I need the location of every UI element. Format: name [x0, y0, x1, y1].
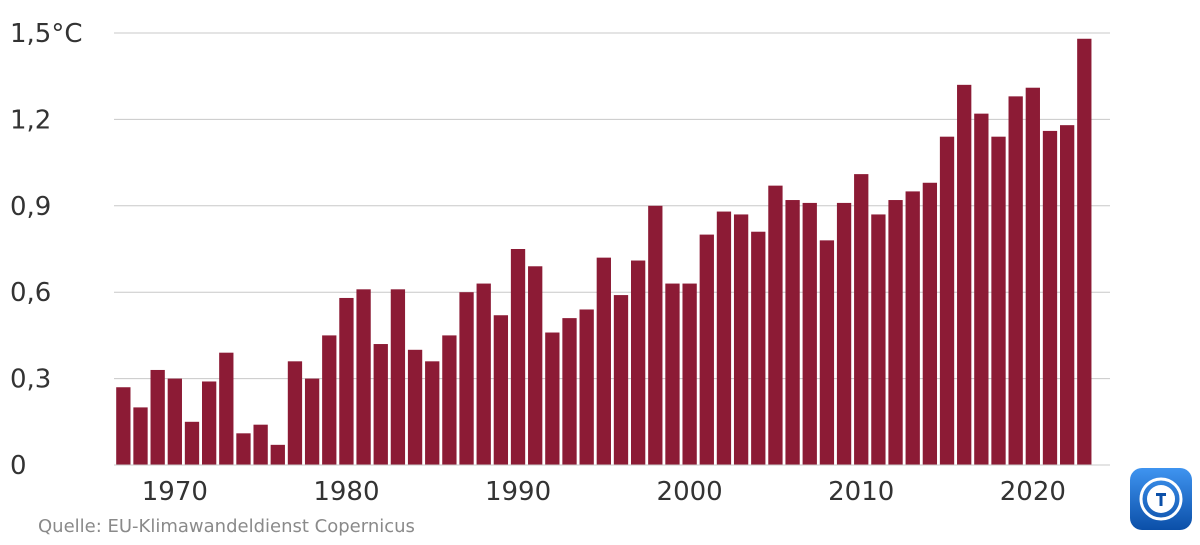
bar-2005 — [768, 185, 783, 465]
x-axis-labels: 1970 1980 1990 2000 2010 2020 — [142, 477, 1066, 507]
bar-2001 — [699, 234, 714, 465]
bar-1988 — [476, 283, 491, 465]
bar-2012 — [888, 200, 903, 466]
bar-2014 — [922, 182, 938, 465]
bar-1980 — [339, 297, 354, 465]
y-tick-label: 1,5°C — [10, 19, 83, 49]
bar-1985 — [425, 361, 440, 465]
y-tick-label: 0,3 — [10, 365, 51, 395]
bar-2019 — [1008, 96, 1023, 466]
x-tick-label: 1990 — [485, 477, 551, 507]
y-tick-label: 0,6 — [10, 278, 51, 308]
bar-1982 — [373, 344, 388, 465]
x-tick-label: 1980 — [313, 477, 379, 507]
bar-1997 — [631, 260, 646, 465]
bar-2000 — [682, 283, 697, 465]
bar-1981 — [356, 289, 371, 465]
bar-1992 — [545, 332, 560, 465]
bar-1990 — [510, 249, 526, 465]
bar-2022 — [1060, 125, 1075, 465]
source-note: Quelle: EU-Klimawandeldienst Copernicus — [38, 516, 415, 537]
bar-1983 — [390, 289, 406, 465]
bar-1972 — [202, 381, 217, 465]
bar-2017 — [974, 113, 989, 465]
y-tick-label: 1,2 — [10, 105, 51, 135]
bar-2008 — [819, 240, 835, 465]
x-tick-label: 2000 — [657, 477, 723, 507]
bar-2011 — [871, 214, 886, 465]
y-tick-label: 0 — [10, 451, 27, 481]
bar-1970 — [167, 378, 182, 465]
bar-2010 — [854, 174, 869, 465]
bar-1991 — [528, 266, 543, 465]
y-axis-labels: 0 0,3 0,6 0,9 1,2 1,5°C — [10, 19, 83, 481]
bar-1969 — [150, 369, 165, 465]
bar-1977 — [287, 361, 303, 465]
bar-1978 — [304, 378, 320, 465]
bar-1971 — [184, 421, 200, 465]
bar-1976 — [270, 444, 285, 465]
broadcaster-logo-icon — [1130, 468, 1192, 530]
bar-1994 — [579, 309, 594, 465]
x-tick-label: 1970 — [142, 477, 208, 507]
bar-2004 — [751, 231, 766, 465]
x-tick-label: 2010 — [828, 477, 894, 507]
bar-1967 — [116, 387, 131, 465]
bar-1984 — [407, 349, 423, 465]
y-tick-label: 0,9 — [10, 192, 51, 222]
bar-2023 — [1077, 38, 1092, 465]
bar-1968 — [133, 407, 148, 465]
bar-1998 — [648, 205, 663, 466]
bar-2015 — [939, 136, 955, 465]
bar-1987 — [459, 292, 474, 465]
x-tick-label: 2020 — [1000, 477, 1066, 507]
bar-2016 — [957, 84, 972, 465]
bar-1974 — [236, 433, 251, 465]
bar-2018 — [991, 136, 1006, 465]
bar-1996 — [613, 295, 629, 465]
bar-1979 — [322, 335, 337, 465]
bar-2003 — [733, 214, 749, 465]
bar-2002 — [716, 211, 732, 465]
bar-2013 — [905, 191, 920, 465]
bar-2007 — [802, 202, 817, 466]
bar-1989 — [493, 315, 509, 465]
bar-2006 — [785, 200, 800, 466]
bar-1975 — [253, 424, 268, 465]
bar-1995 — [596, 257, 611, 465]
bar-2020 — [1025, 87, 1040, 465]
bar-2021 — [1042, 130, 1058, 466]
bar-2009 — [836, 202, 852, 466]
bar-1999 — [665, 283, 680, 465]
bar-1993 — [562, 318, 577, 465]
bar-1973 — [219, 352, 234, 465]
bars — [116, 38, 1092, 466]
bar-1986 — [442, 335, 457, 465]
